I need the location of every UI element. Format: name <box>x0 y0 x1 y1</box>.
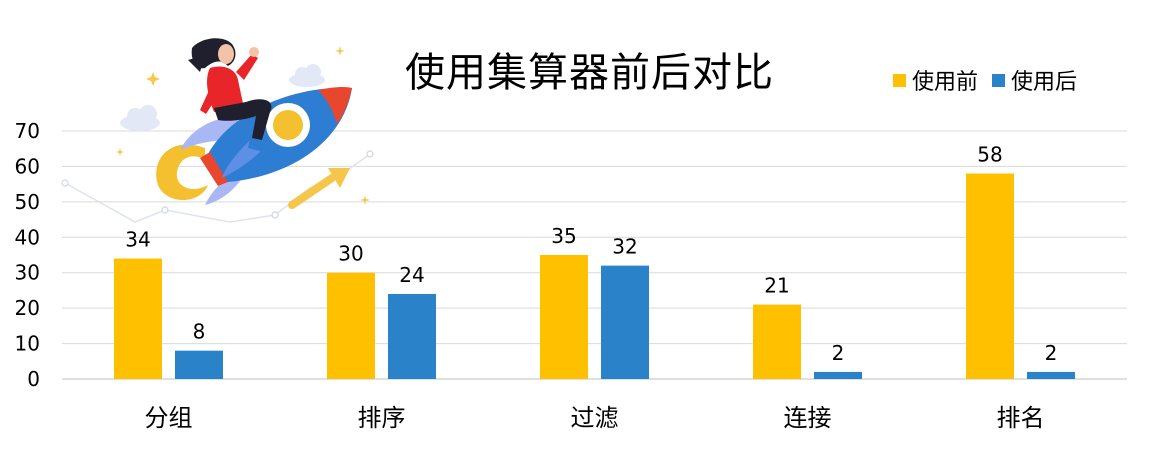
bar-before <box>114 258 162 379</box>
x-tick-label: 排序 <box>358 404 406 432</box>
cloud-icon <box>289 64 325 87</box>
sparkle-icon <box>146 72 160 86</box>
data-label: 8 <box>193 320 206 344</box>
rocket-illustration <box>61 38 374 223</box>
chart-title: 使用集算器前后对比 <box>405 50 774 96</box>
x-axis-labels: 分组 排序 过滤 连接 排名 <box>145 404 1045 432</box>
y-tick-label: 30 <box>15 261 40 285</box>
data-label: 2 <box>832 341 845 365</box>
bar-before <box>540 255 588 379</box>
bar-before <box>966 173 1014 379</box>
y-tick-label: 20 <box>15 296 40 320</box>
sparkle-icon <box>360 195 370 205</box>
sparkle-icon <box>335 46 345 56</box>
arrow-icon <box>288 168 350 209</box>
data-label: 2 <box>1045 341 1058 365</box>
x-tick-label: 排名 <box>997 404 1045 432</box>
legend-swatch <box>893 73 906 87</box>
x-tick-label: 过滤 <box>571 404 619 432</box>
bar-before <box>753 304 801 379</box>
cloud-icon <box>120 105 160 131</box>
data-labels: 34 8 30 24 35 32 21 2 58 2 <box>125 143 1057 365</box>
legend-swatch <box>992 73 1006 87</box>
data-label: 58 <box>977 143 1002 167</box>
legend: 使用前 使用后 <box>893 64 1091 96</box>
y-tick-label: 70 <box>15 119 40 143</box>
data-label: 24 <box>399 263 424 287</box>
y-tick-label: 0 <box>27 367 40 391</box>
bar-after <box>601 265 649 379</box>
data-label: 32 <box>612 235 637 259</box>
bar-after <box>175 350 223 379</box>
rocket-icon <box>200 86 352 186</box>
x-tick-label: 分组 <box>145 404 193 432</box>
y-tick-label: 40 <box>15 225 40 249</box>
legend-item-before: 使用前 <box>893 64 978 96</box>
y-tick-label: 10 <box>15 332 40 356</box>
legend-label: 使用后 <box>1011 70 1078 95</box>
y-tick-label: 50 <box>15 190 40 214</box>
data-label: 35 <box>551 224 576 248</box>
person-illustration <box>188 38 272 152</box>
data-label: 21 <box>764 274 789 298</box>
data-label: 30 <box>338 242 363 266</box>
y-axis: 0 10 20 30 40 50 60 70 <box>15 119 40 391</box>
bars <box>114 173 1075 379</box>
bar-after <box>388 293 436 379</box>
x-tick-label: 连接 <box>784 404 832 432</box>
bar-after <box>1027 371 1075 379</box>
y-tick-label: 60 <box>15 154 40 178</box>
sparkle-icon <box>116 148 124 156</box>
legend-item-after: 使用后 <box>992 64 1077 96</box>
bar-after <box>814 371 862 379</box>
legend-label: 使用前 <box>912 70 979 95</box>
bar-before <box>327 272 375 379</box>
data-label: 34 <box>125 228 150 252</box>
